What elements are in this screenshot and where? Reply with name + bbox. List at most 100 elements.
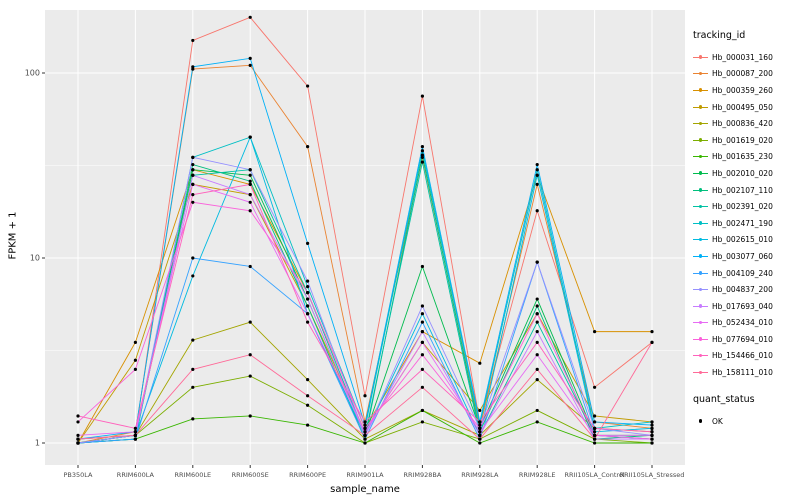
y-tick-label: 100 — [25, 69, 40, 78]
legend-key-line-point-icon — [693, 268, 708, 279]
legend-item: Hb_001635_230 — [693, 149, 799, 166]
data-point — [306, 320, 310, 324]
data-point — [363, 423, 367, 427]
data-point — [76, 433, 80, 437]
legend-item: Hb_000359_260 — [693, 82, 799, 99]
data-point — [191, 168, 195, 172]
legend-point-icon — [698, 121, 702, 126]
legend-item: Hb_001619_020 — [693, 132, 799, 149]
data-point — [478, 426, 482, 430]
legend-item: Hb_002471_190 — [693, 215, 799, 232]
data-point — [191, 385, 195, 389]
data-point — [306, 285, 310, 289]
legend-key-line-point-icon — [693, 234, 708, 245]
legend-item: Hb_158111_010 — [693, 364, 799, 381]
legend-key-line-point-icon — [693, 151, 708, 162]
legend-point-icon — [698, 287, 702, 292]
data-point — [363, 426, 367, 430]
x-tick-label: RRIM928LA — [461, 471, 499, 479]
data-point — [650, 433, 654, 437]
data-point — [478, 437, 482, 441]
y-tick-label: 1 — [35, 439, 40, 448]
data-point — [191, 162, 195, 167]
data-point — [420, 312, 424, 316]
data-point — [535, 162, 539, 167]
legend-key-line-point-icon — [693, 68, 708, 79]
legend-item-label: Hb_000359_260 — [712, 85, 773, 95]
data-point — [650, 340, 654, 344]
data-point — [535, 353, 539, 357]
legend-item: Hb_003077_060 — [693, 248, 799, 265]
data-point — [535, 173, 539, 177]
legend-key-line-point-icon — [693, 185, 708, 196]
data-point — [191, 274, 195, 278]
legend-item: Hb_002010_020 — [693, 165, 799, 182]
legend-point-icon — [698, 204, 702, 209]
legend-item: OK — [693, 413, 799, 430]
data-point — [248, 414, 252, 418]
ok-point-icon — [698, 419, 702, 423]
data-point — [535, 330, 539, 334]
data-point — [420, 353, 424, 357]
legend-key-line-point-icon — [693, 350, 708, 361]
data-point — [133, 358, 137, 362]
legend-point-icon — [698, 138, 702, 142]
data-point — [306, 145, 310, 149]
data-point — [478, 420, 482, 424]
legend-key-line-point-icon — [693, 251, 708, 262]
data-point — [248, 168, 252, 172]
data-point — [420, 145, 424, 149]
legend-item: Hb_002391_020 — [693, 198, 799, 215]
data-point — [535, 378, 539, 382]
data-point — [133, 340, 137, 344]
legend-items-tracking-id: Hb_000031_160 Hb_000087_200 Hb_000359_260 H… — [693, 49, 799, 381]
legend-item: Hb_002615_010 — [693, 232, 799, 249]
data-point — [650, 330, 654, 334]
data-point — [535, 312, 539, 316]
legend-point-icon — [698, 320, 702, 325]
x-tick-label: RRII105LA_Control — [564, 471, 624, 479]
data-point — [420, 304, 424, 308]
data-point — [535, 320, 539, 324]
data-point — [650, 423, 654, 427]
data-point — [306, 378, 310, 382]
x-tick-label: RRII105LA_Stressed — [620, 471, 685, 479]
data-point — [133, 367, 137, 371]
data-point — [420, 149, 424, 153]
data-point — [478, 430, 482, 434]
legend-item-label: Hb_002471_190 — [712, 218, 773, 228]
data-point — [420, 385, 424, 389]
legend-title-tracking-id: tracking_id — [693, 30, 746, 41]
legend-point-icon — [698, 171, 702, 175]
legend-item-label: Hb_000836_420 — [712, 119, 773, 129]
legend-items-quant-status: OK — [693, 413, 799, 430]
legend-point-icon — [698, 55, 702, 59]
data-point — [248, 63, 252, 67]
legend-item: Hb_017693_040 — [693, 298, 799, 315]
legend-item-label: Hb_003077_060 — [712, 251, 773, 261]
data-point — [306, 297, 310, 301]
data-point — [306, 241, 310, 245]
legend-key-line-point-icon — [693, 367, 708, 378]
data-point — [133, 426, 137, 430]
legend-item: Hb_077694_010 — [693, 331, 799, 348]
data-point — [191, 256, 195, 260]
legend-item-label: Hb_017693_040 — [712, 301, 773, 311]
x-tick-label: RRIM600SE — [232, 471, 269, 479]
legend-item-label: Hb_004837_200 — [712, 285, 773, 295]
legend-point-icon — [698, 337, 702, 341]
data-point — [306, 84, 310, 88]
data-point — [593, 426, 597, 430]
data-point — [535, 209, 539, 213]
data-point — [593, 330, 597, 334]
legend-item: Hb_000495_050 — [693, 99, 799, 116]
data-point — [420, 264, 424, 269]
data-point — [248, 374, 252, 378]
data-point — [191, 67, 195, 71]
legend-item-label: Hb_002107_110 — [712, 185, 773, 195]
legend-item: Hb_000031_160 — [693, 49, 799, 66]
legend-point-icon — [698, 71, 702, 76]
legend-title-quant-status: quant_status — [693, 393, 755, 405]
legend-item-label: OK — [712, 416, 723, 426]
data-point — [593, 385, 597, 389]
